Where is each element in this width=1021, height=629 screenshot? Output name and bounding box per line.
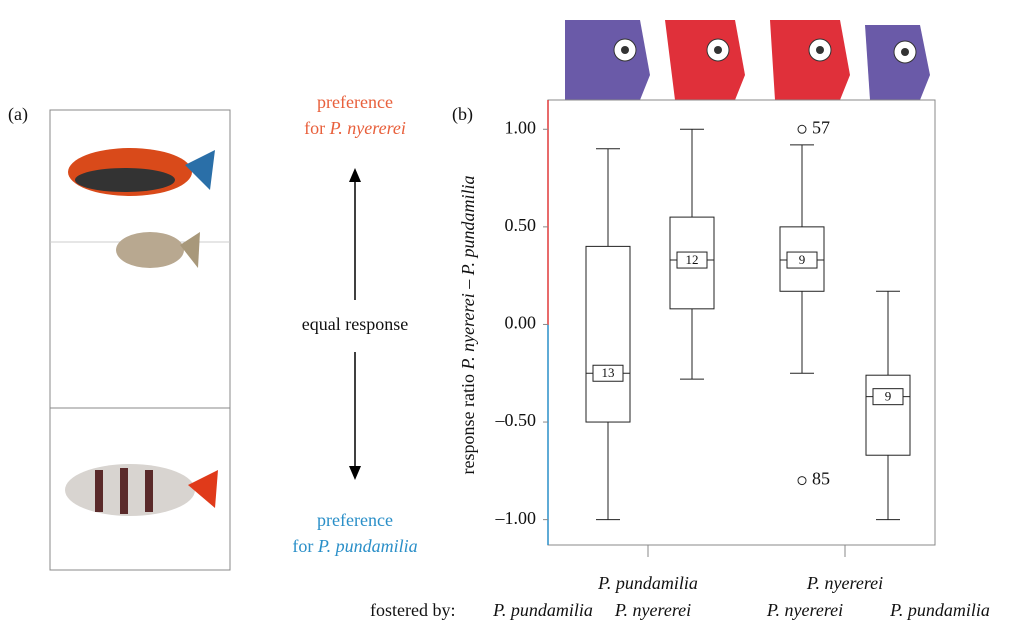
n-label: 9 (885, 389, 892, 404)
bottom-label-prefix: for (292, 536, 318, 556)
y-tick-label: –1.00 (495, 508, 537, 528)
group-label: P. nyererei (806, 573, 883, 593)
y-axis-label: response ratio P. nyererei – P. pundamil… (458, 176, 478, 475)
fish-hybrid (116, 232, 200, 268)
fostered-name: P. pundamilia (889, 600, 990, 620)
outlier (797, 124, 807, 134)
outlier-label: 85 (812, 469, 830, 489)
n-label-box (786, 251, 818, 269)
bottom-label: preference (317, 510, 393, 530)
ylabel-part: response ratio (458, 370, 478, 475)
group-label: P. pundamilia (597, 573, 698, 593)
top-label-name: P. nyererei (329, 118, 406, 138)
y-tick-label: 0.50 (505, 215, 537, 235)
fostered-label: fostered by: (370, 600, 455, 620)
outlier-label: 57 (812, 117, 830, 137)
n-label-box (872, 388, 904, 406)
box (865, 374, 911, 456)
fish-heads (565, 20, 930, 100)
ylabel-part: P. nyererei (458, 293, 478, 370)
y-tick-label: –0.50 (495, 410, 537, 430)
n-label: 13 (602, 365, 615, 380)
panel-frame (49, 109, 231, 571)
panel-label: (b) (452, 104, 473, 125)
arrow-head (349, 168, 361, 182)
outlier (797, 476, 807, 486)
bottom-label: for P. pundamilia (292, 536, 417, 556)
middle-label: equal response (302, 314, 408, 334)
ylabel-part: – (458, 275, 478, 293)
fostered-name: P. nyererei (766, 600, 843, 620)
n-label: 9 (799, 252, 806, 267)
top-label: for P. nyererei (304, 118, 406, 138)
fish-pundamilia (65, 464, 218, 516)
bottom-label-name: P. pundamilia (317, 536, 418, 556)
box (585, 245, 631, 423)
n-label-box (592, 364, 624, 382)
y-tick-label: 0.00 (505, 313, 537, 333)
top-label: preference (317, 92, 393, 112)
y-tick-label: 1.00 (505, 117, 537, 137)
n-label-box (676, 251, 708, 269)
fostered-name: P. pundamilia (492, 600, 593, 620)
top-label-prefix: for (304, 118, 330, 138)
n-label: 12 (686, 252, 699, 267)
panel-label: (a) (8, 104, 28, 125)
fostered-name: P. nyererei (614, 600, 691, 620)
fish-nyererei (68, 148, 215, 196)
ylabel-part: P. pundamilia (458, 176, 478, 277)
arrow-head (349, 466, 361, 480)
